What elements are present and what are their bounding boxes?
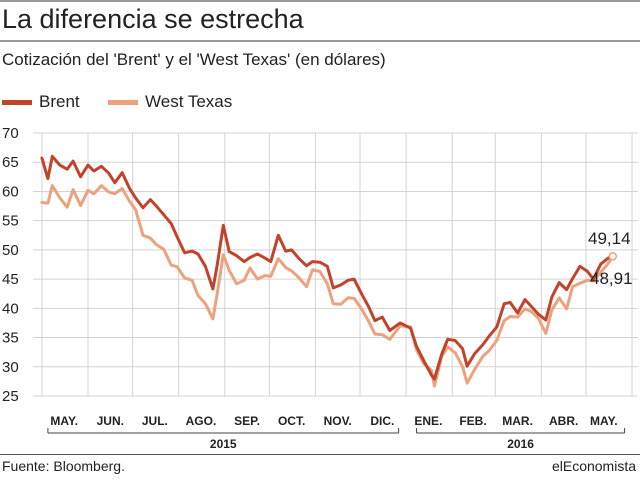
- x-tick-label: MAY.: [50, 414, 78, 428]
- chart-title: La diferencia se estrecha: [2, 4, 304, 34]
- y-tick-label: 25: [2, 388, 19, 405]
- top-rule: [0, 0, 640, 2]
- end-point-marker: [608, 252, 617, 261]
- chart-subtitle: Cotización del 'Brent' y el 'West Texas'…: [2, 50, 386, 69]
- end-label-wti: 48,91: [590, 269, 633, 288]
- x-tick-label: MAY.: [590, 414, 618, 428]
- y-tick-label: 60: [2, 183, 19, 200]
- x-tick-label: ABR.: [549, 414, 578, 428]
- y-tick-label: 65: [2, 154, 19, 171]
- x-tick-label: JUN.: [97, 414, 124, 428]
- x-tick-label: JUL.: [142, 414, 168, 428]
- legend-swatch-brent: [2, 99, 32, 105]
- x-tick-label: SEP.: [234, 414, 260, 428]
- series-line-wti: [40, 184, 615, 388]
- x-tick-label: NOV.: [324, 414, 352, 428]
- series-line-brent: [40, 154, 615, 381]
- year-label: 2016: [507, 437, 534, 451]
- end-label-brent: 49,14: [588, 229, 631, 248]
- legend-swatch-wti: [108, 99, 138, 105]
- legend-label-wti: West Texas: [145, 92, 233, 111]
- source-note: Fuente: Bloomberg.: [2, 458, 125, 474]
- y-tick-label: 55: [2, 213, 19, 230]
- title-divider: [0, 40, 640, 42]
- x-tick-label: FEB.: [459, 414, 486, 428]
- x-tick-label: ENE.: [414, 414, 442, 428]
- legend-label-brent: Brent: [39, 92, 80, 111]
- y-tick-label: 30: [2, 359, 19, 376]
- legend-wti: West Texas: [108, 92, 232, 112]
- y-tick-label: 50: [2, 242, 19, 259]
- y-tick-label: 40: [2, 300, 19, 317]
- x-tick-label: MAR.: [502, 414, 533, 428]
- y-tick-label: 70: [2, 125, 19, 142]
- legend-brent: Brent: [2, 92, 80, 112]
- year-label: 2015: [210, 437, 237, 451]
- publisher-brand: elEconomista: [551, 458, 636, 474]
- x-tick-label: DIC.: [370, 414, 394, 428]
- footer-rule: [0, 454, 640, 455]
- y-tick-label: 35: [2, 330, 19, 347]
- x-tick-label: OCT.: [278, 414, 305, 428]
- x-tick-label: AGO.: [186, 414, 217, 428]
- y-tick-label: 45: [2, 271, 19, 288]
